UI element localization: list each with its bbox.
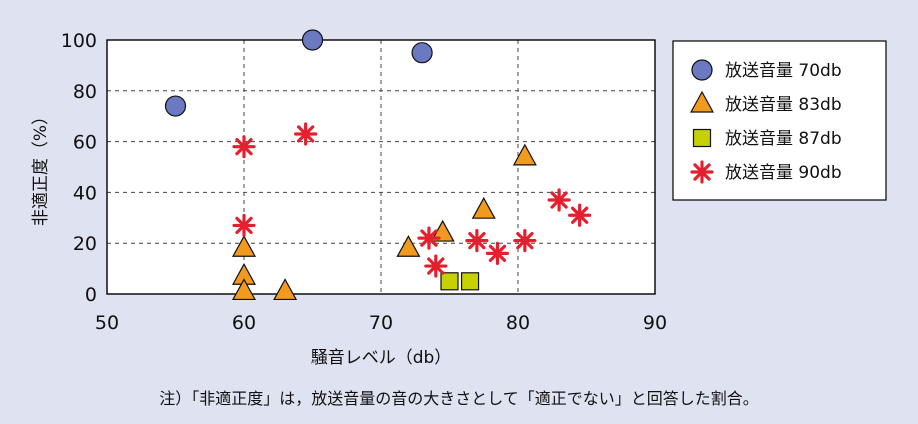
data-point-circle <box>164 95 187 117</box>
x-tick-label: 90 <box>643 312 667 334</box>
plot-frame <box>106 39 656 295</box>
y-tick-label: 80 <box>73 81 97 103</box>
data-point-asterisk <box>513 229 537 253</box>
x-axis-label: 騒音レベル（db） <box>311 348 452 368</box>
data-point-asterisk <box>485 241 510 265</box>
footnote: 注）「非適正度」は，放送音量の音の大きさとして「適正でない」と回答した割合。 <box>159 389 759 408</box>
legend-marker-asterisk <box>690 160 714 184</box>
legend-label: 放送音量 90db <box>725 163 842 183</box>
x-tick-label: 50 <box>95 312 119 334</box>
data-point-triangle <box>396 235 421 257</box>
data-point-asterisk <box>568 203 592 227</box>
legend-marker-triangle <box>689 90 715 113</box>
data-point-circle <box>411 42 433 64</box>
legend-marker-circle <box>691 59 713 81</box>
tick-labels: 0 20 40 60 80 100 50 60 70 80 90 <box>61 30 667 334</box>
data-point-triangle <box>273 278 298 301</box>
plot-area <box>107 40 655 294</box>
y-tick-label: 60 <box>73 132 97 154</box>
data-points <box>164 29 592 301</box>
x-tick-label: 80 <box>506 312 530 334</box>
x-tick-label: 70 <box>369 312 393 334</box>
data-point-asterisk <box>232 135 256 159</box>
y-axis-label: 非適正度（%） <box>31 108 51 226</box>
data-point-asterisk <box>424 254 448 278</box>
y-tick-label: 100 <box>61 30 97 52</box>
y-tick-label: 40 <box>73 182 97 204</box>
data-point-asterisk <box>547 188 571 212</box>
legend-label: 放送音量 87db <box>725 129 842 149</box>
data-point-asterisk <box>232 213 256 238</box>
data-point-asterisk <box>465 229 489 253</box>
data-point-triangle <box>512 143 537 166</box>
data-point-triangle <box>471 196 496 219</box>
x-tick-label: 60 <box>232 312 256 334</box>
y-tick-label: 0 <box>85 284 97 306</box>
data-point-square <box>460 272 480 291</box>
data-point-circle <box>301 29 324 51</box>
legend-marker-square <box>692 128 712 148</box>
legend-label: 放送音量 70db <box>725 61 842 81</box>
data-point-square <box>440 272 459 291</box>
data-point-triangle <box>231 278 257 301</box>
data-point-asterisk <box>294 122 318 146</box>
legend-label: 放送音量 83db <box>725 95 842 115</box>
legend: 放送音量 70db 放送音量 83db 放送音量 87db 放送音量 90db <box>672 40 887 201</box>
y-tick-label: 20 <box>73 233 97 255</box>
data-point-asterisk <box>417 226 441 250</box>
data-point-triangle <box>231 235 257 257</box>
